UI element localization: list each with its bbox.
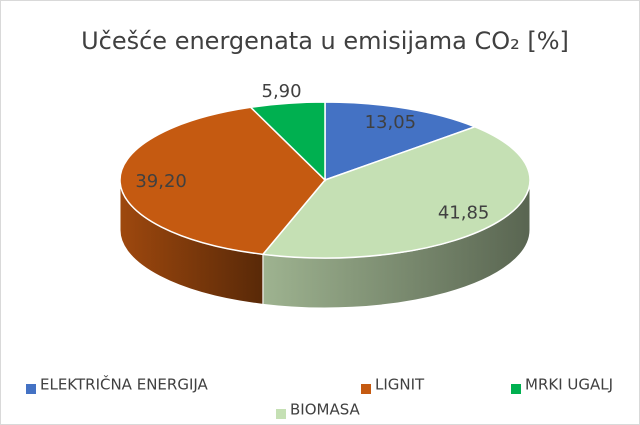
data-label: 39,20 bbox=[135, 171, 187, 192]
chart-title: Učešće energenata u emisijama CO₂ [%] bbox=[81, 27, 569, 55]
legend-swatch bbox=[511, 384, 521, 394]
legend-swatch bbox=[276, 409, 286, 419]
legend-swatch bbox=[26, 384, 36, 394]
legend-label: MRKI UGALJ bbox=[525, 376, 613, 394]
slice bbox=[249, 101, 326, 182]
slice bbox=[261, 125, 531, 259]
legend-swatch bbox=[361, 384, 371, 394]
legend-label: BIOMASA bbox=[290, 401, 361, 419]
legend-label: ELEKTRIČNA ENERGIJA bbox=[40, 375, 209, 394]
data-label: 5,90 bbox=[262, 81, 302, 102]
data-label: 41,85 bbox=[438, 202, 490, 223]
data-label: 13,05 bbox=[365, 112, 417, 133]
slice bbox=[119, 106, 327, 256]
legend-label: LIGNIT bbox=[375, 376, 425, 394]
slice bbox=[324, 101, 477, 182]
